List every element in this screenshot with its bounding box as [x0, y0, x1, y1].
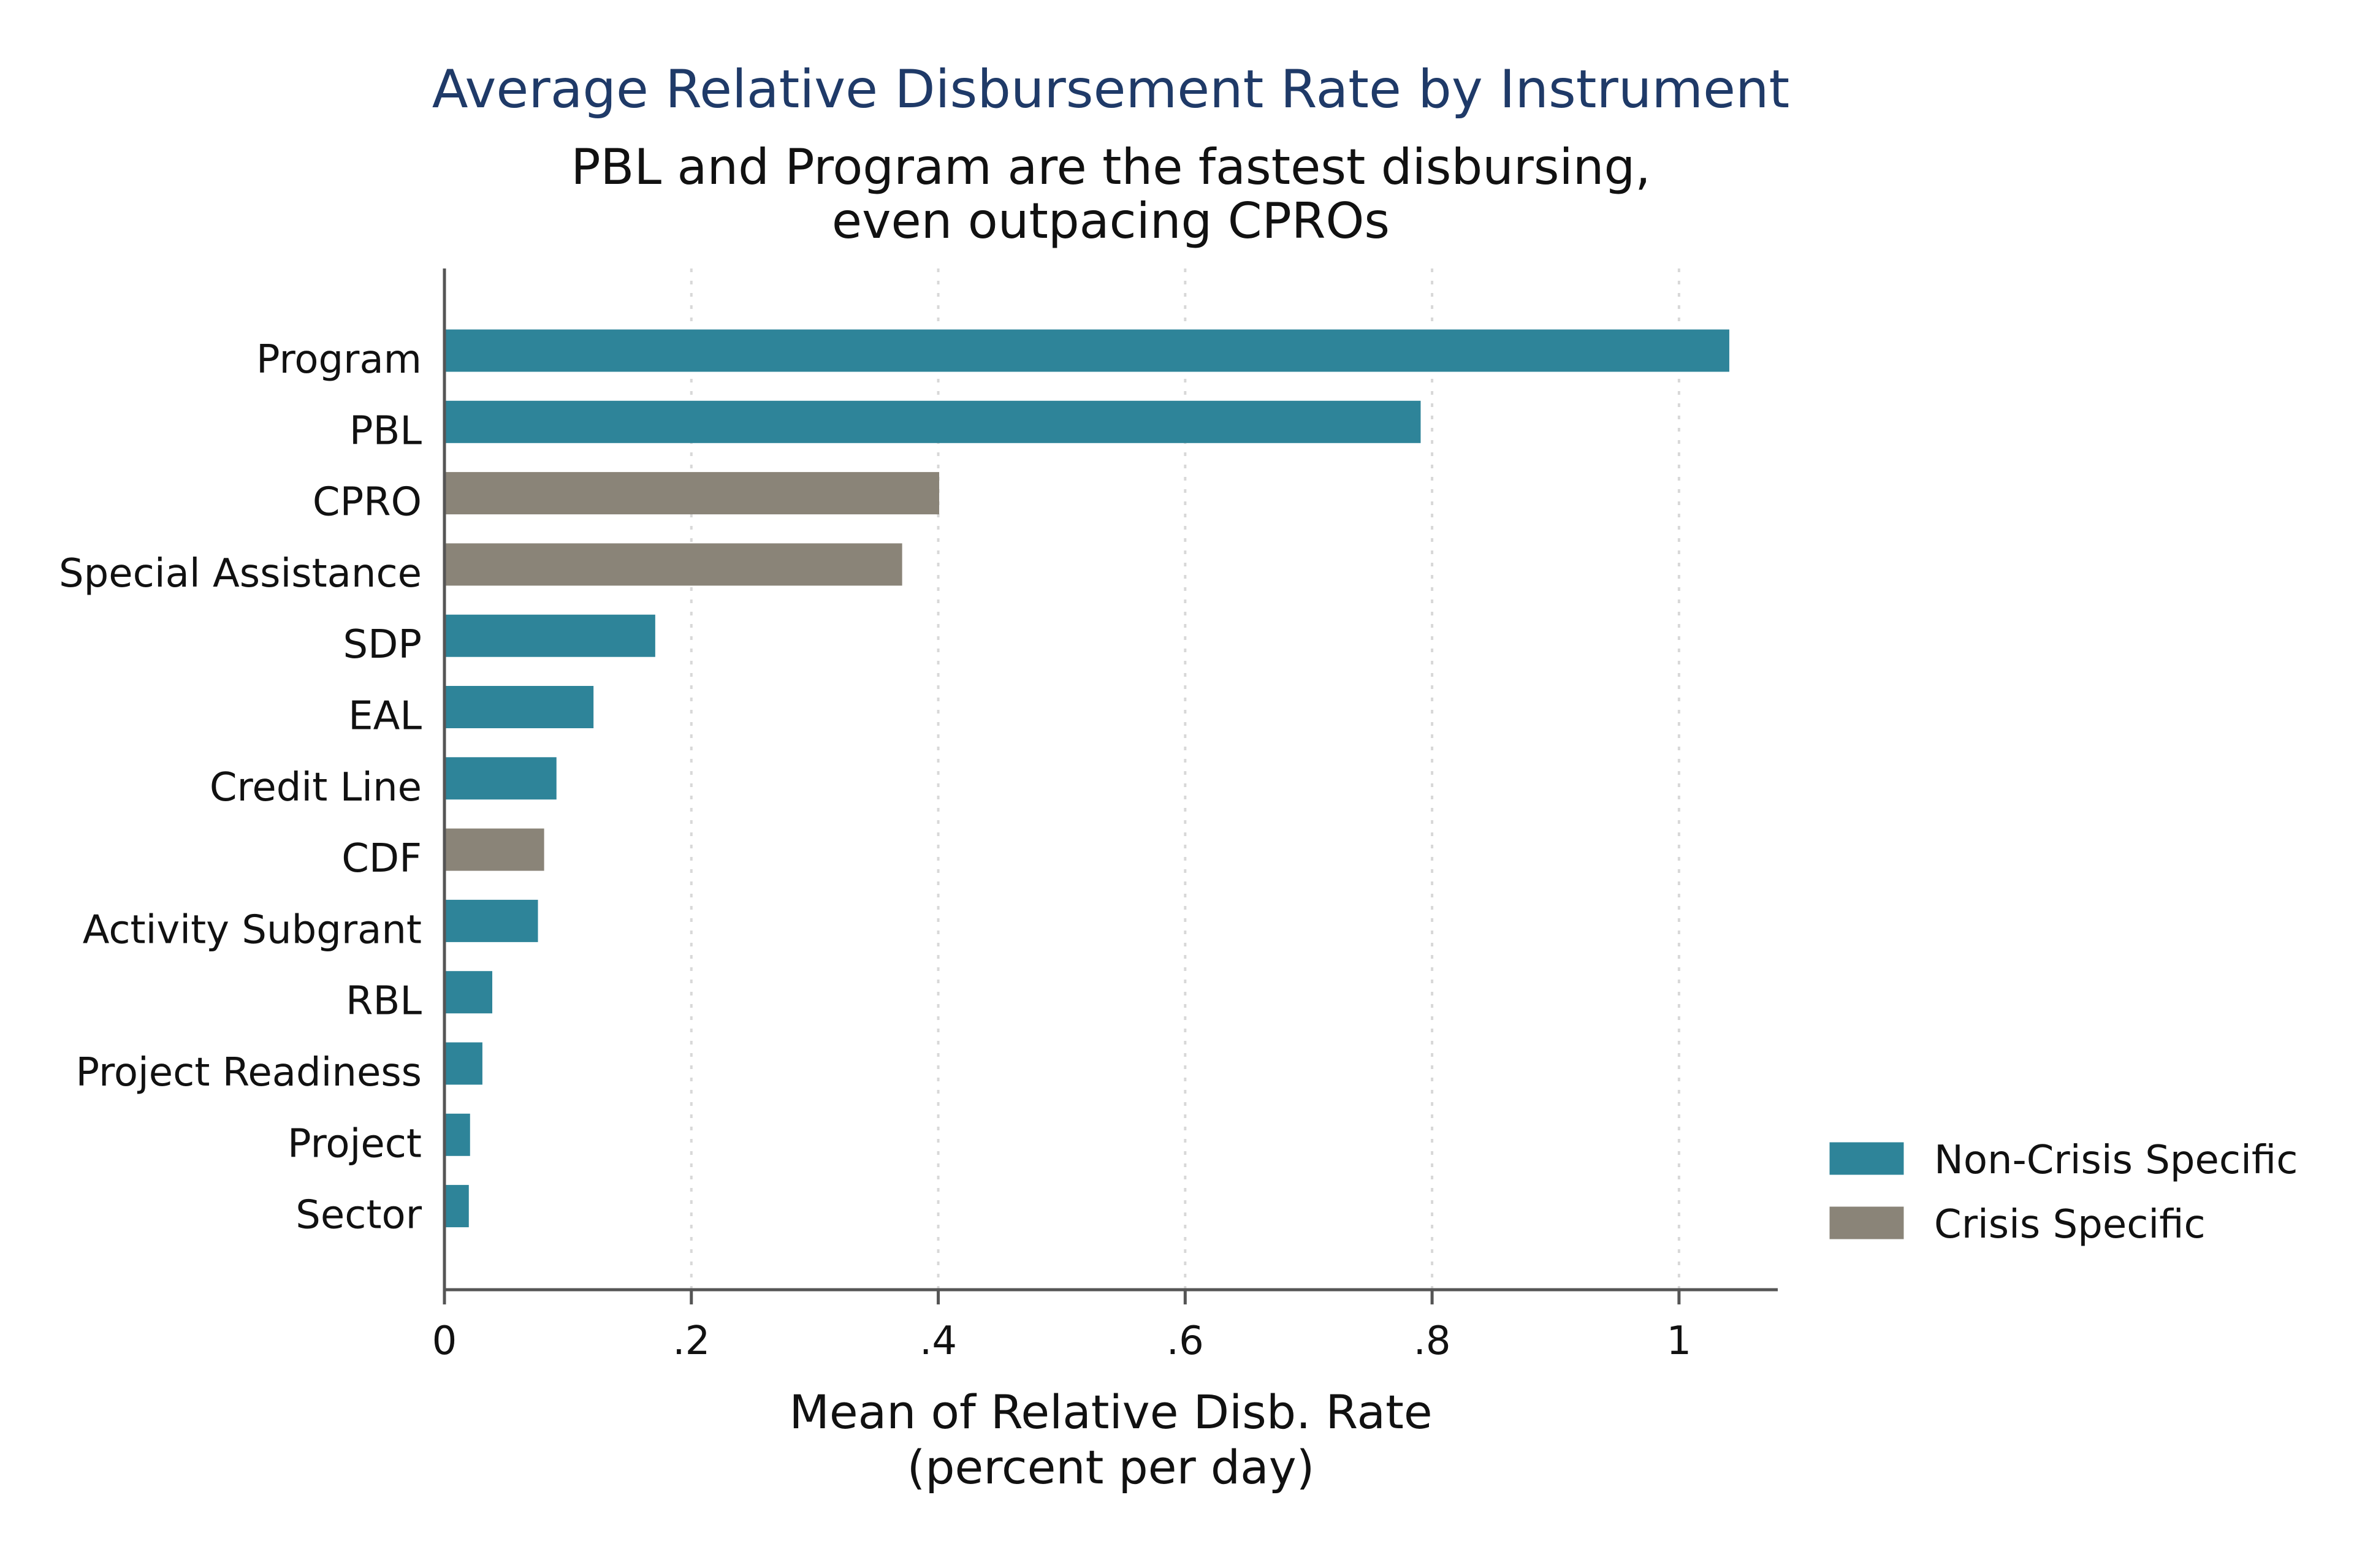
category-label-project-readiness: Project Readiness: [75, 1050, 422, 1095]
x-tick-label: 0: [432, 1319, 457, 1364]
category-label-credit-line: Credit Line: [210, 765, 422, 810]
legend-label-crisis-specific: Crisis Specific: [1934, 1202, 2206, 1247]
x-tick-label: .8: [1414, 1319, 1451, 1364]
chart-title: Average Relative Disbursement Rate by In…: [432, 59, 1790, 120]
category-label-pbl: PBL: [349, 408, 422, 454]
category-label-project: Project: [288, 1121, 422, 1166]
x-tick-label: 1: [1667, 1319, 1692, 1364]
x-axis-ticks: 0 .2 .4 .6 .8 1: [432, 1290, 1692, 1364]
bars: [443, 329, 1729, 1228]
legend: Non-Crisis Specific Crisis Specific: [1829, 1138, 2298, 1247]
x-tick-label: .6: [1167, 1319, 1204, 1364]
category-label-sector: Sector: [295, 1193, 422, 1238]
bar-activity-subgrant: [443, 899, 538, 942]
x-tick-label: .4: [920, 1319, 957, 1364]
category-label-cdf: CDF: [341, 836, 422, 881]
bar-credit-line: [443, 757, 557, 800]
bar-eal: [443, 686, 594, 728]
bar-rbl: [443, 971, 493, 1014]
bar-sector: [443, 1185, 469, 1228]
category-label-program: Program: [256, 337, 422, 382]
bar-sdp: [443, 614, 655, 657]
chart-subtitle-line-1: PBL and Program are the fastest disbursi…: [571, 139, 1650, 196]
legend-swatch-crisis-specific: [1829, 1206, 1904, 1239]
bar-cpro: [443, 472, 940, 515]
x-tick-label: .2: [672, 1319, 710, 1364]
category-label-activity-subgrant: Activity Subgrant: [83, 907, 422, 953]
bar-program: [443, 329, 1729, 372]
chart-subtitle-line-2: even outpacing CPROs: [832, 192, 1390, 249]
bar-special-assistance: [443, 543, 902, 586]
bar-project-readiness: [443, 1042, 482, 1085]
legend-swatch-non-crisis-specific: [1829, 1142, 1904, 1175]
category-label-rbl: RBL: [346, 979, 422, 1024]
bar-pbl: [443, 400, 1421, 443]
bar-project: [443, 1113, 470, 1156]
category-label-sdp: SDP: [343, 622, 422, 668]
category-label-cpro: CPRO: [313, 480, 422, 525]
category-label-special-assistance: Special Assistance: [59, 551, 422, 596]
x-axis-title-line-1: Mean of Relative Disb. Rate: [789, 1385, 1432, 1439]
legend-label-non-crisis-specific: Non-Crisis Specific: [1934, 1138, 2298, 1183]
x-axis-title-line-2: (percent per day): [907, 1440, 1315, 1494]
category-labels: Program PBL CPRO Special Assistance SDP EAL Cr…: [59, 337, 422, 1238]
category-label-eal: EAL: [348, 694, 422, 739]
bar-cdf: [443, 828, 544, 871]
